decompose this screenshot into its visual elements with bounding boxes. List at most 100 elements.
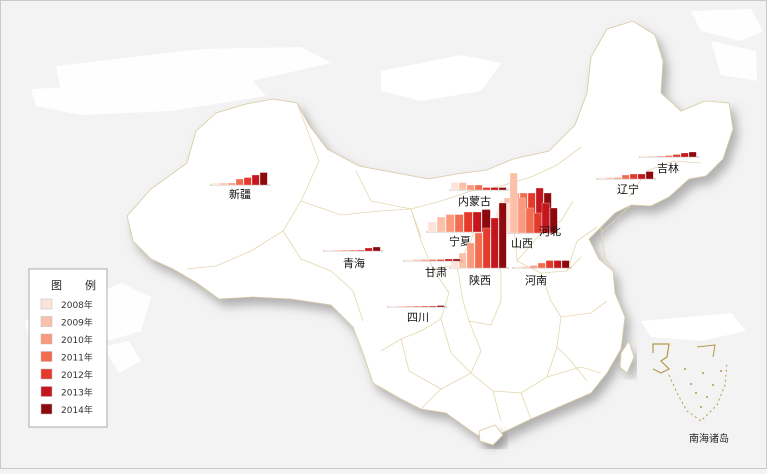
bar — [525, 207, 534, 234]
bar — [472, 211, 482, 233]
bar — [404, 305, 413, 308]
bar — [372, 246, 381, 252]
bar — [243, 177, 252, 186]
province-label: 吉林 — [657, 161, 679, 175]
bar — [482, 227, 491, 269]
bar — [436, 216, 446, 233]
bar — [420, 259, 429, 262]
bar — [629, 173, 638, 180]
bar — [463, 211, 473, 233]
bar — [332, 249, 341, 252]
bar — [640, 155, 649, 158]
legend-swatch — [40, 351, 53, 362]
bar — [553, 260, 562, 269]
bar — [466, 242, 475, 269]
bar — [474, 184, 483, 191]
bar — [251, 174, 260, 186]
legend-title: 图 例 — [51, 278, 102, 292]
province-label: 山西 — [511, 237, 533, 250]
legend-label: 2009年 — [61, 317, 93, 329]
province-label: 内蒙古 — [458, 194, 491, 208]
province-label: 河北 — [539, 225, 561, 238]
bar — [227, 182, 236, 186]
bar — [672, 154, 681, 158]
legend-label: 2010年 — [61, 334, 93, 346]
bar — [680, 152, 689, 158]
bar — [219, 182, 228, 186]
bar — [490, 217, 499, 269]
bar — [450, 182, 459, 191]
province-label: 四川 — [407, 311, 429, 324]
bar — [648, 155, 657, 158]
legend-box — [28, 268, 108, 428]
legend-label: 2008年 — [61, 299, 93, 311]
bar-group: 甘肃 — [403, 258, 463, 279]
bar-group: 新疆 — [210, 172, 270, 201]
bar — [637, 173, 646, 180]
bar — [211, 182, 220, 186]
bar — [537, 262, 546, 269]
bar — [259, 172, 268, 186]
bar — [549, 207, 558, 234]
bar — [356, 249, 365, 252]
legend-swatch — [40, 386, 53, 397]
bar — [428, 305, 437, 308]
province-label: 甘肃 — [425, 266, 447, 279]
taiwan-island — [619, 340, 635, 374]
province-label: 河南 — [525, 274, 547, 287]
bar-group: 内蒙古 — [449, 182, 509, 208]
bar — [498, 202, 507, 269]
bar — [412, 305, 421, 308]
bar — [454, 214, 464, 233]
legend-swatch — [40, 403, 53, 415]
bar — [235, 178, 244, 186]
bar-group: 四川 — [387, 305, 447, 324]
legend-swatch — [40, 316, 53, 327]
legend-label: 2013年 — [61, 387, 93, 399]
bar — [490, 187, 499, 191]
bar-group: 辽宁 — [596, 171, 656, 196]
bar — [513, 266, 522, 269]
province-label: 辽宁 — [617, 182, 639, 196]
province-label: 青海 — [343, 256, 365, 270]
bar — [404, 259, 413, 262]
bar-group: 吉林 — [639, 151, 699, 175]
bar — [545, 260, 554, 269]
bar — [509, 172, 518, 234]
province-label: 新疆 — [229, 187, 251, 201]
province-label: 宁夏 — [449, 234, 471, 248]
bar — [533, 212, 542, 234]
bar — [420, 305, 429, 308]
bar — [645, 171, 654, 180]
south-sea-label: 南海诸岛 — [689, 432, 729, 445]
bar — [324, 249, 333, 252]
legend-swatch — [40, 333, 53, 345]
bar — [427, 221, 437, 233]
legend-swatch — [40, 298, 53, 310]
bar — [364, 247, 373, 252]
bar — [412, 259, 421, 262]
bar — [452, 258, 461, 262]
bar — [450, 257, 459, 269]
bar — [561, 260, 570, 269]
bar — [597, 177, 606, 180]
bar — [445, 214, 455, 233]
hainan-island — [478, 424, 504, 446]
bar-group: 河南 — [512, 260, 572, 287]
bar — [605, 177, 614, 180]
bar — [529, 265, 538, 269]
bar-group: 陕西 — [449, 202, 509, 287]
legend-label: 2014年 — [61, 404, 93, 416]
bar — [656, 155, 665, 158]
province-label: 陕西 — [469, 273, 491, 287]
bar — [521, 266, 530, 269]
bar — [428, 259, 437, 262]
bar — [541, 202, 550, 234]
brush-smears — [25, 9, 763, 373]
bar — [517, 197, 526, 234]
bar — [498, 187, 507, 191]
bar — [388, 305, 397, 308]
bar — [444, 258, 453, 262]
